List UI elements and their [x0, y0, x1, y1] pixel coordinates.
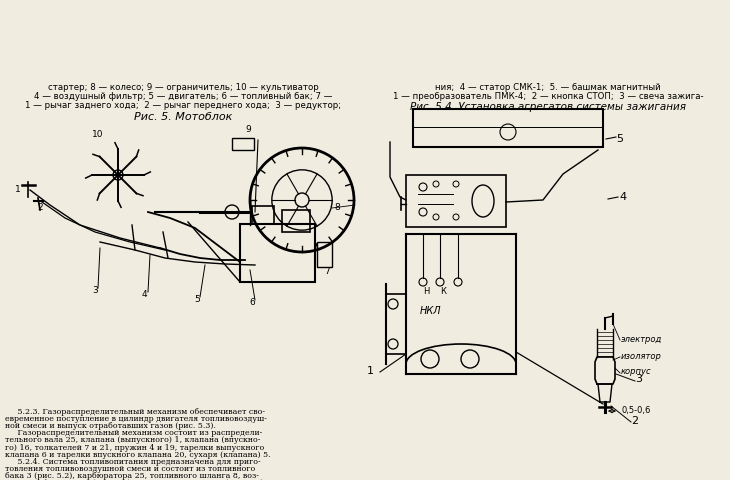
- Text: 0,5-0,6: 0,5-0,6: [621, 407, 650, 416]
- Text: 6: 6: [249, 298, 255, 307]
- Text: клапана 6 и тарелки впускного клапана 20, сухаря (клапана) 5.: клапана 6 и тарелки впускного клапана 20…: [5, 451, 271, 458]
- Bar: [232, 138, 254, 150]
- Text: 1: 1: [366, 366, 374, 376]
- Text: евременное поступление в цилиндр двигателя топливовоздуш-: евременное поступление в цилиндр двигате…: [5, 415, 267, 423]
- Bar: [413, 109, 603, 147]
- Text: 2: 2: [631, 416, 639, 426]
- Text: 5: 5: [194, 295, 200, 304]
- Text: 7: 7: [324, 267, 330, 276]
- Text: 10: 10: [92, 130, 104, 139]
- Text: ной смеси и выпуск отработавших газов (рис. 5.3).: ной смеси и выпуск отработавших газов (р…: [5, 422, 216, 430]
- Text: 2: 2: [37, 203, 43, 212]
- Bar: [240, 224, 315, 282]
- Text: душного фильтра 20 (рис. 8.3) и крана топливного 9 (рис. 5.2).: душного фильтра 20 (рис. 8.3) и крана то…: [5, 479, 266, 480]
- Circle shape: [113, 170, 123, 180]
- Text: корпус: корпус: [621, 367, 652, 376]
- Text: го) 16, толкателей 7 и 21, пружин 4 и 19, тарелки выпускного: го) 16, толкателей 7 и 21, пружин 4 и 19…: [5, 444, 264, 452]
- Bar: [252, 206, 274, 224]
- Text: стартер; 8 — колесо; 9 — ограничитель; 10 — культиватор: стартер; 8 — колесо; 9 — ограничитель; 1…: [47, 83, 318, 92]
- Text: 4: 4: [620, 192, 626, 202]
- Text: 9: 9: [245, 125, 251, 134]
- Text: 5.2.4. Система топливопитания предназначена для приго-: 5.2.4. Система топливопитания предназнач…: [5, 458, 261, 466]
- Bar: [317, 242, 332, 267]
- Bar: [406, 175, 506, 227]
- Text: 1 — преобразователь ПМК-4;  2 — кнопка СТОП;  3 — свеча зажига-: 1 — преобразователь ПМК-4; 2 — кнопка СТ…: [393, 92, 703, 101]
- Text: 4 — воздушный фильтр; 5 — двигатель; 6 — топливный бак; 7 —: 4 — воздушный фильтр; 5 — двигатель; 6 —…: [34, 92, 332, 101]
- Text: изолятор: изолятор: [621, 352, 662, 361]
- Text: 1 — рычаг заднего хода;  2 — рычаг переднего хода;  3 — редуктор;: 1 — рычаг заднего хода; 2 — рычаг передн…: [25, 101, 341, 110]
- Text: Рис. 5.4. Установка агрегатов системы зажигания: Рис. 5.4. Установка агрегатов системы за…: [410, 102, 686, 112]
- Text: 8: 8: [334, 203, 340, 212]
- Text: 4: 4: [141, 290, 147, 299]
- Text: Газораспределительный механизм состоит из распредели-: Газораспределительный механизм состоит и…: [5, 429, 262, 437]
- Text: 5: 5: [617, 134, 623, 144]
- Text: 3: 3: [636, 374, 642, 384]
- Text: Рис. 5. Мотоблок: Рис. 5. Мотоблок: [134, 112, 232, 122]
- Text: 3: 3: [92, 286, 98, 295]
- Text: товления топливовоздушной смеси и состоит из топливного: товления топливовоздушной смеси и состои…: [5, 465, 256, 473]
- Text: К: К: [440, 287, 446, 296]
- Text: тельного вала 25, клапана (выпускного) 1, клапана (впускно-: тельного вала 25, клапана (выпускного) 1…: [5, 436, 261, 444]
- Text: 1: 1: [15, 185, 21, 194]
- Bar: [282, 210, 310, 232]
- Text: электрод: электрод: [621, 335, 662, 344]
- Text: 5.2.3. Газораспределительный механизм обеспечивает сво-: 5.2.3. Газораспределительный механизм об…: [5, 408, 265, 416]
- Text: бака 3 (рис. 5.2), карбюратора 25, топливного шланга 8, воз-: бака 3 (рис. 5.2), карбюратора 25, топли…: [5, 472, 259, 480]
- Text: Н: Н: [423, 287, 429, 296]
- Text: НКЛ: НКЛ: [420, 306, 442, 316]
- Text: ния;  4 — статор СМК-1;  5. — башмак магнитный: ния; 4 — статор СМК-1; 5. — башмак магни…: [435, 83, 661, 92]
